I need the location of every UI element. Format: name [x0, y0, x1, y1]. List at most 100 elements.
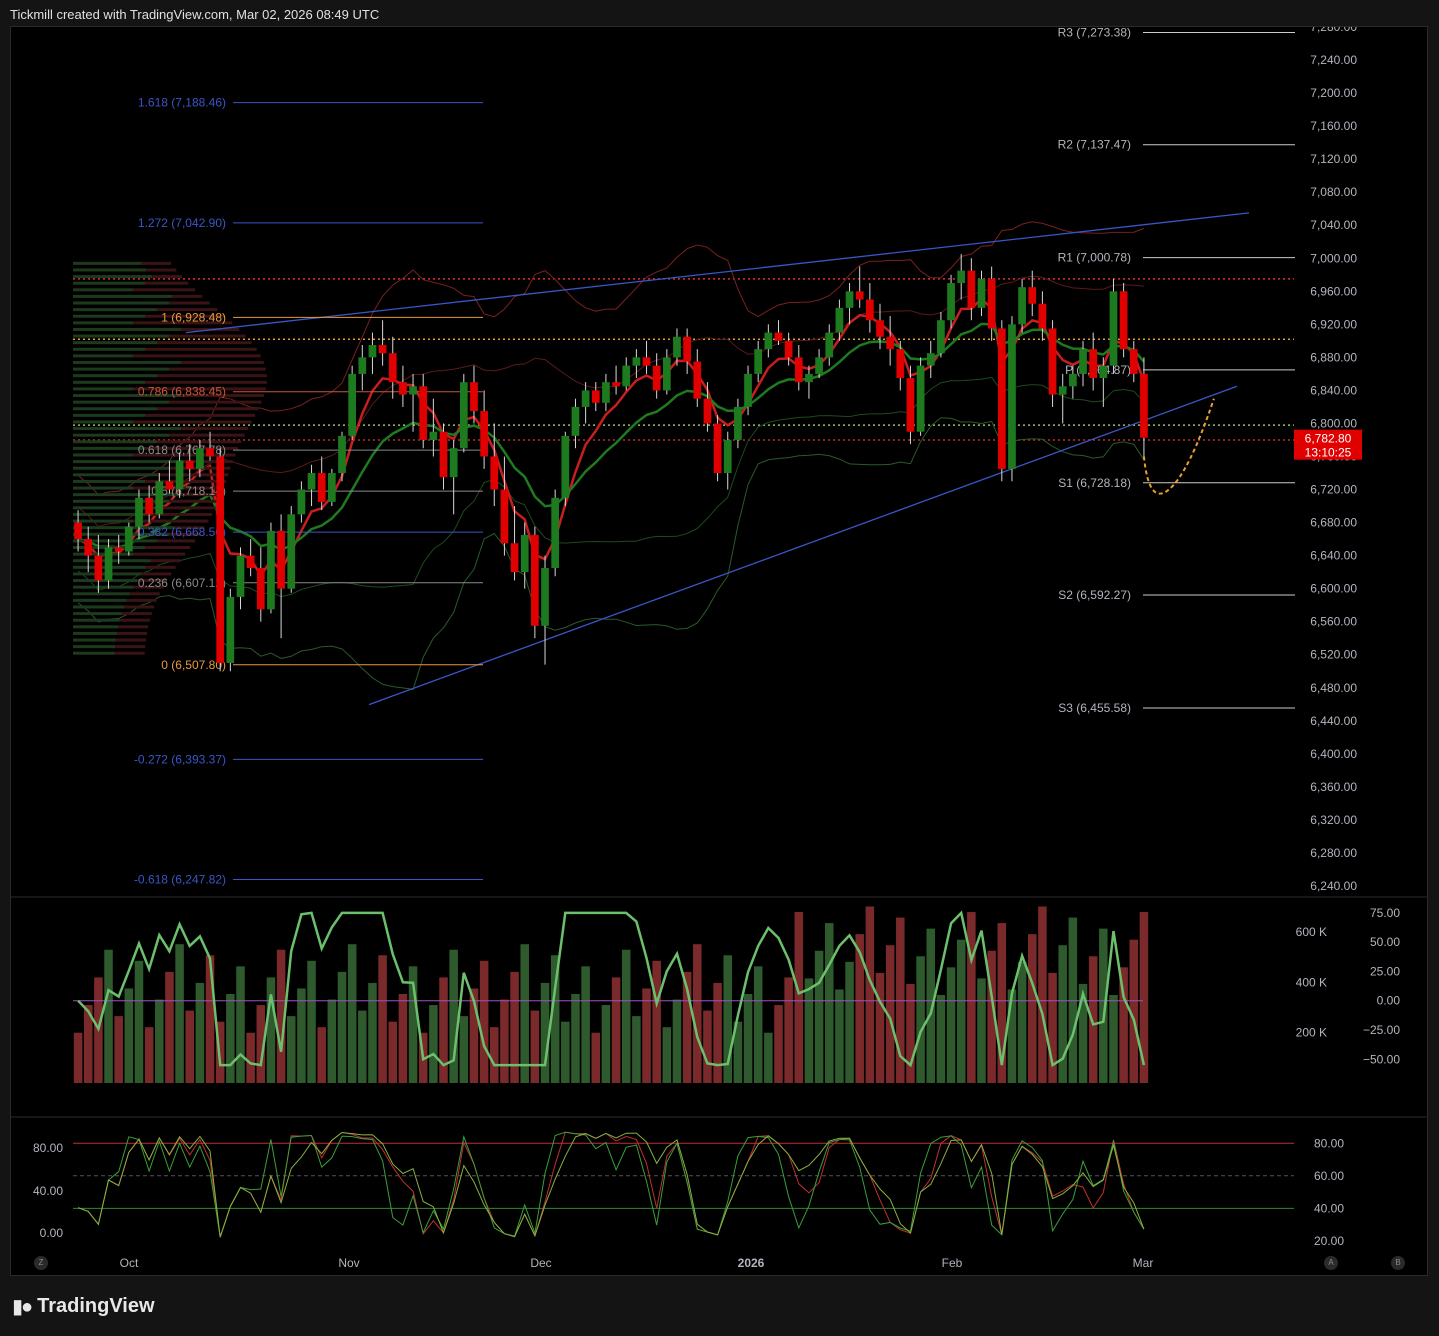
price-axis-tick: 6,840.00 [1310, 383, 1357, 397]
candle-body [723, 439, 732, 474]
volume-bar [561, 1021, 570, 1083]
volume-bar [1038, 906, 1047, 1083]
log-scale-button[interactable]: B [1391, 1256, 1405, 1270]
volume-profile-bar [73, 539, 157, 543]
bollinger-band [77, 376, 1145, 598]
volume-bar [195, 982, 205, 1083]
candle-body [490, 456, 499, 490]
candle-body [754, 349, 763, 374]
candle-body [896, 349, 905, 379]
volume-profile-bar [73, 499, 169, 503]
candle-body [1018, 287, 1026, 325]
pivot-label: S2 (6,592.27) [1058, 588, 1131, 602]
volume-profile-bar [73, 268, 147, 272]
volume-profile-bar [145, 479, 227, 483]
volume-bar [205, 955, 215, 1083]
volume-bar [581, 966, 590, 1083]
volume-profile-bar [73, 341, 157, 345]
candle-body [175, 460, 184, 490]
candle-body [1038, 303, 1047, 329]
pivot-label: R1 (7,000.78) [1058, 251, 1131, 265]
volume-bar [256, 1005, 266, 1083]
volume-profile-bar [73, 526, 175, 530]
pivot-label: R3 (7,273.38) [1058, 27, 1131, 39]
candle-body [246, 555, 255, 569]
volume-bar [682, 971, 692, 1083]
volume-bar [693, 944, 702, 1083]
volume-profile-bar [73, 347, 145, 351]
volume-profile-bar [73, 407, 157, 411]
candle-body [439, 431, 448, 478]
volume-bar [997, 923, 1007, 1083]
volume-profile-bar [118, 625, 149, 629]
volume-profile-bar [73, 367, 169, 371]
volume-profile-bar [73, 334, 169, 338]
auto-scale-button[interactable]: A [1324, 1256, 1338, 1270]
tradingview-mark-icon: ▮● [12, 1296, 33, 1318]
volume-bar [134, 960, 144, 1083]
candle-body [1069, 373, 1077, 387]
candle-body [124, 526, 133, 552]
price-axis-tick: 7,000.00 [1310, 251, 1357, 265]
bollinger-band [77, 417, 1145, 690]
oscillator-axis-tick: −25.00 [1363, 1023, 1400, 1037]
oscillator-axis-tick: 75.00 [1370, 906, 1400, 920]
candle-body [1089, 349, 1098, 379]
volume-bar [1017, 961, 1027, 1083]
volume-bar [286, 1016, 296, 1083]
volume-profile-bar [73, 651, 115, 655]
volume-profile-bar [73, 618, 120, 622]
volume-bar [1088, 956, 1098, 1083]
stoch-left-tick: 80.00 [33, 1141, 63, 1155]
chart-source-caption: Tickmill created with TradingView.com, M… [10, 7, 380, 22]
volume-profile-bar [157, 539, 196, 543]
price-axis-tick: 6,440.00 [1310, 714, 1357, 728]
volume-profile-bar [169, 532, 200, 536]
tradingview-logo: ▮● TradingView [12, 1294, 155, 1319]
ema-fast-line [77, 296, 1146, 578]
candle-body [926, 353, 935, 366]
pivot-label: S3 (6,455.58) [1058, 701, 1131, 715]
brand-name: TradingView [37, 1295, 155, 1317]
fib-level-label: 0.618 (6,767.78) [138, 443, 226, 457]
volume-bar [83, 1005, 93, 1083]
price-axis-tick: 6,960.00 [1310, 284, 1357, 298]
volume-bar [73, 1032, 83, 1083]
volume-bar [733, 1021, 743, 1083]
price-axis-tick: 6,360.00 [1310, 780, 1357, 794]
price-axis-tick: 6,480.00 [1310, 681, 1357, 695]
volume-bar [155, 999, 164, 1083]
volume-profile-bar [169, 367, 266, 371]
volume-bar [1007, 989, 1017, 1083]
volume-profile-bar [145, 281, 189, 285]
volume-bar [337, 971, 347, 1083]
volume-profile-bar [73, 493, 181, 497]
price-axis-tick: 7,200.00 [1310, 86, 1357, 100]
candle-body [673, 336, 681, 358]
candle-body [805, 373, 813, 383]
volume-profile-bar [121, 612, 152, 616]
volume-profile-bar [169, 499, 219, 503]
candle-body [937, 320, 945, 354]
candle-body [165, 481, 174, 490]
price-axis-tick: 6,400.00 [1310, 747, 1357, 761]
volume-profile-bar [73, 321, 133, 325]
volume-bar [672, 999, 682, 1083]
volume-profile-bar [145, 347, 257, 351]
fib-level-label: 1.272 (7,042.90) [138, 216, 226, 230]
candle-body [135, 497, 143, 527]
volume-profile-bar [116, 638, 147, 642]
volume-bar [723, 955, 732, 1083]
volume-bar [236, 966, 245, 1083]
candle-body [409, 386, 417, 395]
price-axis-tick: 7,080.00 [1310, 185, 1357, 199]
trading-chart[interactable]: 1.618 (7,188.46) 1.272 (7,042.90) 1 (6,928… [11, 20, 1427, 1275]
candle-body [388, 353, 397, 383]
oscillator-axis-tick: 50.00 [1370, 935, 1400, 949]
candle-body [693, 361, 702, 399]
candle-body [378, 344, 387, 354]
candle-body [957, 270, 966, 284]
volume-bar [388, 1021, 398, 1083]
volume-profile-bar [145, 512, 213, 516]
zoom-reset-button[interactable]: Z [34, 1256, 48, 1270]
